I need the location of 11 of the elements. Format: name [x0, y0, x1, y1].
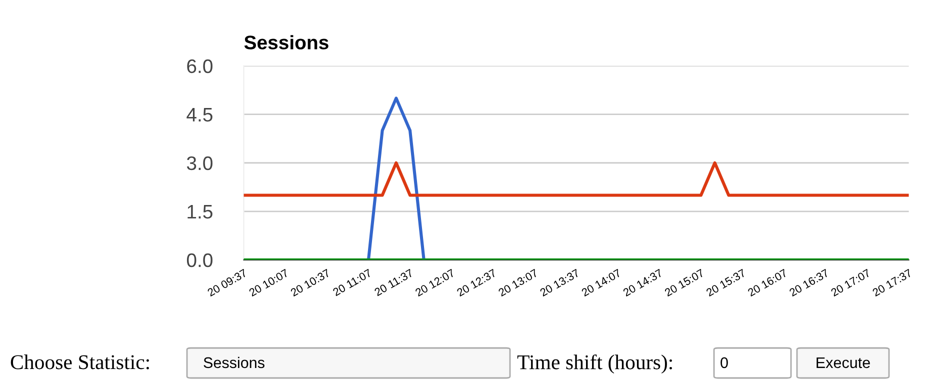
text: Execute — [816, 357, 870, 368]
y-tick-label: 3.0 — [186, 156, 212, 170]
text: Choose Statistic: — [10, 354, 149, 370]
text: Sessions — [204, 356, 264, 368]
y-tick-label: 1.5 — [188, 205, 212, 219]
y-tick-label: 6.0 — [187, 59, 212, 74]
y-tick-label: 4.5 — [186, 108, 212, 122]
text: Time shift (hours): — [517, 354, 672, 374]
y-tick-label: 0.0 — [186, 253, 212, 268]
chart-title: Sessions — [244, 35, 328, 50]
text: 0 — [720, 357, 728, 368]
